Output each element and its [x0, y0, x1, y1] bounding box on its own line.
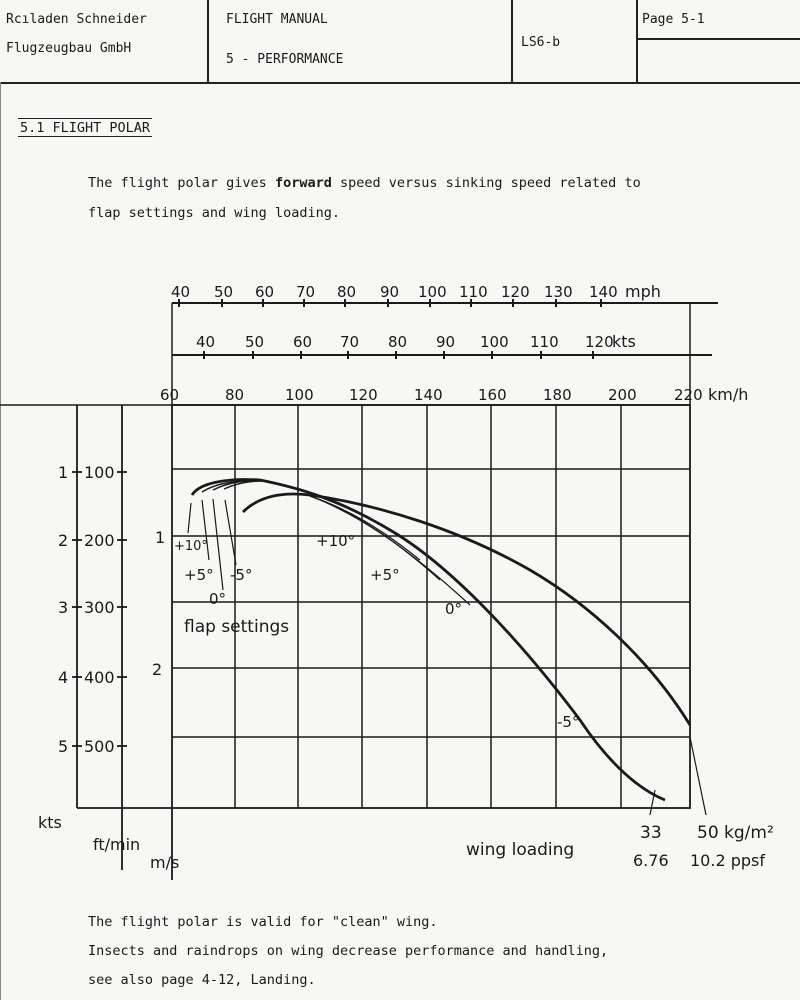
svg-text:33: 33 [640, 823, 662, 843]
svg-text:80: 80 [388, 333, 407, 351]
svg-text:120: 120 [585, 333, 614, 351]
vertical-gridlines [234, 405, 622, 808]
svg-text:10.2 ppsf: 10.2 ppsf [690, 851, 765, 870]
chart-grid-frame [171, 404, 691, 809]
svg-text:40: 40 [196, 333, 215, 351]
svg-text:mph: mph [625, 282, 661, 301]
svg-text:160: 160 [478, 386, 507, 404]
svg-text:60: 60 [255, 283, 274, 301]
svg-text:kts: kts [612, 332, 636, 351]
wing-loading-labels: wing loading 33 50 kg/m² 6.76 10.2 ppsf [466, 823, 774, 870]
note-line-1: The flight polar is valid for "clean" wi… [88, 914, 438, 930]
svg-text:0°: 0° [445, 600, 462, 618]
manual-title: FLIGHT MANUAL [226, 12, 328, 27]
svg-text:200: 200 [608, 386, 637, 404]
flight-polar-chart: 40 50 60 70 80 90 100 110 120 130 140 mph 40 50 6… [0, 282, 774, 880]
svg-text:4: 4 [58, 668, 68, 687]
company-line1: Rcıladen Schneider [6, 12, 147, 27]
section-title: 5 - PERFORMANCE [226, 52, 344, 67]
svg-text:140: 140 [589, 283, 618, 301]
intro-line-1: The flight polar gives forward speed ver… [88, 175, 641, 191]
mph-tick-labels: 40 50 60 70 80 90 100 110 120 130 140 mph [171, 282, 661, 301]
page-number: Page 5-1 [642, 12, 705, 27]
svg-text:90: 90 [436, 333, 455, 351]
note-line-2: Insects and raindrops on wing decrease p… [88, 943, 609, 959]
svg-text:100: 100 [84, 463, 115, 482]
model-cell: LS6-b [513, 0, 638, 82]
polar-curves [187, 478, 707, 816]
svg-text:220: 220 [674, 386, 703, 404]
svg-text:180: 180 [543, 386, 572, 404]
svg-text:+5°: +5° [184, 566, 214, 584]
svg-text:-5°: -5° [557, 713, 579, 731]
svg-text:130: 130 [544, 283, 573, 301]
svg-text:70: 70 [340, 333, 359, 351]
svg-text:+10°: +10° [316, 532, 355, 550]
svg-text:80: 80 [225, 386, 244, 404]
svg-text:200: 200 [84, 531, 115, 550]
svg-text:100: 100 [285, 386, 314, 404]
svg-text:300: 300 [84, 598, 115, 617]
svg-text:2: 2 [58, 531, 68, 550]
model-label: LS6-b [521, 35, 561, 50]
svg-text:100: 100 [480, 333, 509, 351]
intro-line-2: flap settings and wing loading. [88, 205, 340, 221]
svg-text:m/s: m/s [150, 853, 179, 872]
svg-text:120: 120 [349, 386, 378, 404]
svg-text:-5°: -5° [230, 566, 252, 584]
kmh-tick-labels: 60 80 100 120 140 160 180 200 220 km/h [160, 385, 748, 404]
svg-text:50: 50 [245, 333, 264, 351]
svg-text:60: 60 [160, 386, 179, 404]
svg-text:+10°: +10° [174, 539, 208, 554]
page-cell: Page 5-1 [638, 0, 800, 82]
intro-text: The flight polar gives [88, 175, 275, 191]
svg-text:km/h: km/h [708, 385, 748, 404]
flap-settings-label: flap settings [184, 617, 289, 637]
company-line2: Flugzeugbau GmbH [6, 41, 132, 56]
svg-text:60: 60 [293, 333, 312, 351]
svg-text:5: 5 [58, 737, 68, 756]
svg-text:50: 50 [214, 283, 233, 301]
svg-text:+5°: +5° [370, 566, 400, 584]
axis-unit-labels: kts ft/min m/s [38, 813, 179, 872]
intro-bold-word: forward [274, 175, 332, 191]
flap-labels: +10° +5° -5° 0° +10° +5° 0° -5° flap set… [174, 532, 579, 731]
page-cell-divider [638, 38, 800, 40]
wing-loading-label: wing loading [466, 840, 574, 860]
manual-cell: FLIGHT MANUAL 5 - PERFORMANCE [209, 0, 513, 82]
svg-text:110: 110 [459, 283, 488, 301]
intro-text: speed versus sinking speed related to [331, 175, 641, 191]
company-cell: Rcıladen Schneider Flugzeugbau GmbH [0, 0, 209, 82]
svg-text:50 kg/m²: 50 kg/m² [697, 823, 774, 843]
svg-text:1: 1 [58, 463, 68, 482]
svg-text:140: 140 [414, 386, 443, 404]
svg-text:400: 400 [84, 668, 115, 687]
sink-axes [72, 405, 173, 880]
svg-text:90: 90 [380, 283, 399, 301]
svg-text:100: 100 [418, 283, 447, 301]
svg-text:kts: kts [38, 813, 62, 832]
left-page-border [0, 82, 1, 1000]
section-heading: 5.1 FLIGHT POLAR [18, 118, 153, 137]
horizontal-gridlines [172, 468, 690, 738]
svg-text:500: 500 [84, 737, 115, 756]
svg-text:0°: 0° [209, 590, 226, 608]
sink-tick-labels: 1 100 2 200 3 300 4 400 5 500 1 2 [58, 463, 165, 756]
svg-text:1: 1 [155, 528, 165, 547]
svg-text:80: 80 [337, 283, 356, 301]
svg-text:70: 70 [296, 283, 315, 301]
note-line-3: see also page 4-12, Landing. [88, 972, 316, 988]
svg-text:3: 3 [58, 598, 68, 617]
svg-text:120: 120 [501, 283, 530, 301]
kts-tick-labels: 40 50 60 70 80 90 100 110 120 kts [196, 332, 636, 351]
svg-text:6.76: 6.76 [633, 851, 669, 870]
svg-text:2: 2 [152, 660, 162, 679]
svg-text:110: 110 [530, 333, 559, 351]
svg-text:40: 40 [171, 283, 190, 301]
svg-text:ft/min: ft/min [93, 835, 140, 854]
document-header: Rcıladen Schneider Flugzeugbau GmbH FLIG… [0, 0, 800, 84]
